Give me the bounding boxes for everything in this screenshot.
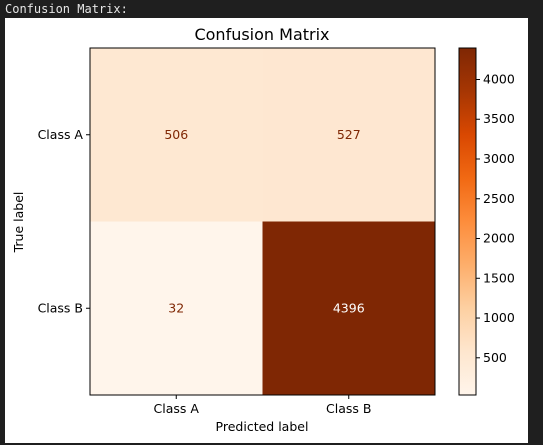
heatmap-cell [262,48,435,222]
colorbar [458,47,477,396]
figure: Confusion Matrix 506 527 32 4396 Class A Cla… [5,18,528,443]
heatmap-cell-labels: 506 527 32 4396 [164,127,364,316]
x-axis-ticks: Class A Class B [154,395,371,416]
heatmap-cell [262,221,435,395]
colorbar-tick-label: 1000 [483,310,515,325]
colorbar-tick-label: 3000 [483,151,515,166]
heatmap-cell [90,48,263,222]
colorbar-tick-label: 1500 [483,270,515,285]
y-axis-ticks: Class A Class B [38,127,90,315]
cell-value-label: 527 [337,127,361,142]
heatmap-cell [90,221,263,395]
y-axis-label: True label [11,192,26,254]
cell-value-label: 4396 [333,300,365,315]
x-tick-label: Class B [326,401,371,416]
cell-value-label: 506 [164,127,188,142]
y-tick-label: Class B [38,300,83,315]
x-axis-label: Predicted label [216,419,309,434]
colorbar-tick-label: 2500 [483,191,515,206]
plot-frame [89,47,436,396]
colorbar-tick-label: 3500 [483,111,515,126]
output-label: Confusion Matrix: [5,2,128,16]
heatmap-cells [90,48,435,395]
colorbar-tick-label: 500 [483,350,507,365]
colorbar-ticks: 500 1000 1500 2000 2500 3000 3500 4000 [476,71,515,365]
chart-title: Confusion Matrix [194,25,329,44]
x-tick-label: Class A [154,401,200,416]
colorbar-tick-label: 4000 [483,71,515,86]
cell-value-label: 32 [168,300,184,315]
colorbar-tick-label: 2000 [483,231,515,246]
y-tick-label: Class A [38,127,84,142]
